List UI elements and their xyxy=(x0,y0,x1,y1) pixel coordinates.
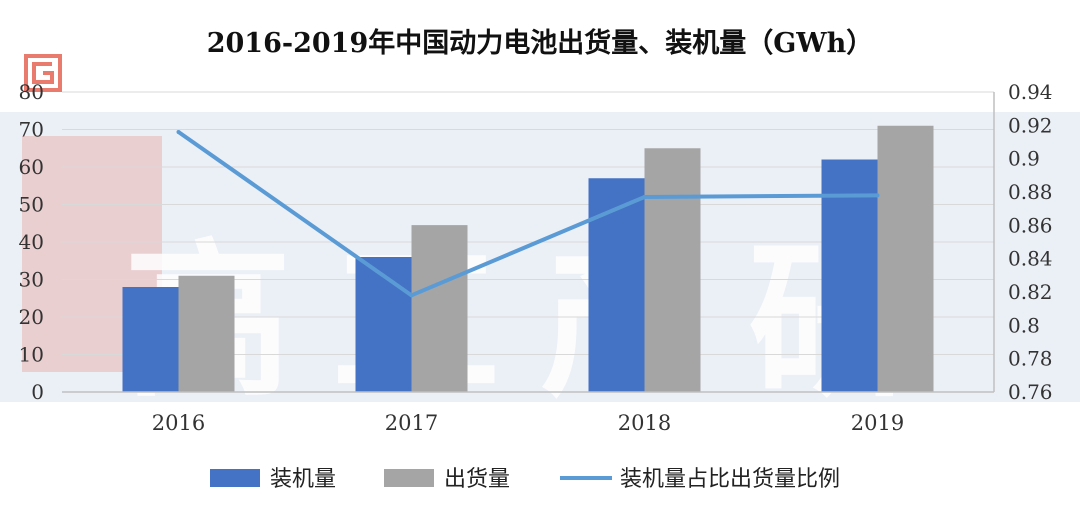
y-right-tick-label: 0.92 xyxy=(1008,113,1053,137)
bar-installed-2019 xyxy=(821,159,878,392)
y-left-tick-label: 0 xyxy=(31,380,44,404)
legend-swatch xyxy=(210,469,260,487)
legend-label: 装机量 xyxy=(270,467,336,492)
ratio-line xyxy=(176,130,880,298)
y-right-tick-label: 0.94 xyxy=(1008,80,1053,104)
y-right-tick-label: 0.8 xyxy=(1008,313,1040,337)
axes: 0 10 20 30 40 50 60 70 80 0.76 0.78 0.8 0.82 0.84 0.86… xyxy=(19,80,1053,435)
ratio-point-2016 xyxy=(176,130,181,134)
ratio-line-path xyxy=(177,130,878,298)
y-right-tick-label: 0.78 xyxy=(1008,347,1053,371)
y-right-tick-label: 0.82 xyxy=(1008,280,1053,304)
chart-title: 2016-2019年中国动力电池出货量、装机量（GWh） xyxy=(207,27,874,59)
ratio-point-2019 xyxy=(875,193,880,198)
legend-label: 装机量占比出货量比例 xyxy=(620,467,840,492)
watermark-text: 高工产研 xyxy=(124,224,956,420)
x-tick-label-2017: 2017 xyxy=(385,411,438,435)
x-tick-label-2018: 2018 xyxy=(618,411,671,435)
y-left-tick-label: 70 xyxy=(19,118,44,142)
legend-item-1: 装机量 xyxy=(210,467,336,492)
ratio-point-2017 xyxy=(409,293,414,298)
y-left-tick-label: 40 xyxy=(19,230,44,254)
legend-label: 出货量 xyxy=(444,467,510,492)
y-left-tick-label: 10 xyxy=(19,343,44,367)
y-right-tick-label: 0.86 xyxy=(1008,213,1053,237)
bar-shipped-2017 xyxy=(411,225,468,392)
y-right-tick-label: 0.76 xyxy=(1008,380,1053,404)
legend-item-2: 出货量 xyxy=(384,467,510,492)
bar-shipped-2019 xyxy=(877,125,934,392)
bars xyxy=(122,125,934,392)
legend-item-3: 装机量占比出货量比例 xyxy=(560,467,840,492)
y-right-tick-label: 0.9 xyxy=(1008,147,1040,171)
watermark-logo-icon xyxy=(24,54,62,92)
x-tick-label-2016: 2016 xyxy=(152,411,205,435)
legend: 装机量 出货量 装机量占比出货量比例 xyxy=(210,467,840,492)
bar-shipped-2018 xyxy=(644,148,701,392)
x-tick-label-2019: 2019 xyxy=(851,411,904,435)
bar-installed-2018 xyxy=(588,178,645,392)
bar-shipped-2016 xyxy=(178,275,235,392)
y-left-tick-label: 30 xyxy=(19,268,44,292)
bar-installed-2017 xyxy=(355,257,412,392)
y-left-tick-label: 80 xyxy=(19,80,44,104)
bar-installed-2016 xyxy=(122,287,179,392)
y-left-tick-label: 50 xyxy=(19,193,44,217)
y-left-tick-label: 60 xyxy=(19,155,44,179)
legend-swatch xyxy=(384,469,434,487)
y-left-tick-label: 20 xyxy=(19,305,44,329)
y-right-tick-label: 0.88 xyxy=(1008,180,1053,204)
ratio-point-2018 xyxy=(642,195,647,199)
y-right-tick-label: 0.84 xyxy=(1008,247,1053,271)
